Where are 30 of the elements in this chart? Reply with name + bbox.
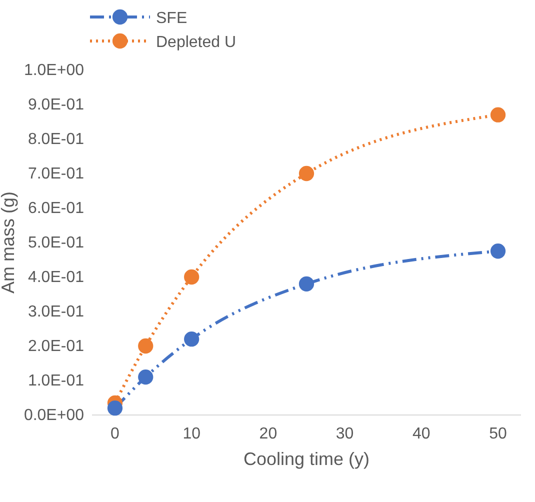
y-tick-label: 1.0E+00 [24, 62, 84, 80]
y-tick-label: 9.0E-01 [28, 96, 84, 114]
x-tick-label: 50 [489, 425, 508, 442]
x-axis-title: Cooling time (y) [243, 449, 370, 469]
point [107, 400, 123, 416]
point [298, 276, 314, 292]
x-tick-label: 20 [259, 425, 278, 442]
y-tick-label: 1.0E-01 [28, 372, 84, 390]
point [490, 244, 506, 259]
y-tick-label: 5.0E-01 [28, 234, 84, 252]
x-tick-label: 0 [110, 425, 120, 442]
point [138, 338, 154, 354]
y-tick-label: 8.0E-01 [28, 131, 84, 148]
point [490, 107, 506, 122]
legend-label: SFE [156, 10, 188, 27]
y-axis-title: Am mass (g) [0, 191, 18, 294]
point [298, 166, 314, 182]
y-tick-label: 2.0E-01 [28, 338, 84, 356]
point [184, 332, 200, 347]
x-tick-label: 30 [336, 425, 354, 442]
y-tick-label: 7.0E-01 [28, 166, 84, 183]
y-tick-label: 3.0E-01 [28, 304, 84, 321]
x-tick-label: 40 [412, 425, 430, 442]
legend-label: Depleted U [156, 34, 236, 51]
x-tick-label: 10 [182, 425, 201, 442]
y-tick-label: 4.0E-01 [28, 269, 84, 286]
point [138, 369, 154, 385]
y-tick-label: 6.0E-01 [28, 200, 84, 218]
y-tick-label: 0.0E+00 [24, 407, 84, 424]
point [184, 269, 200, 285]
